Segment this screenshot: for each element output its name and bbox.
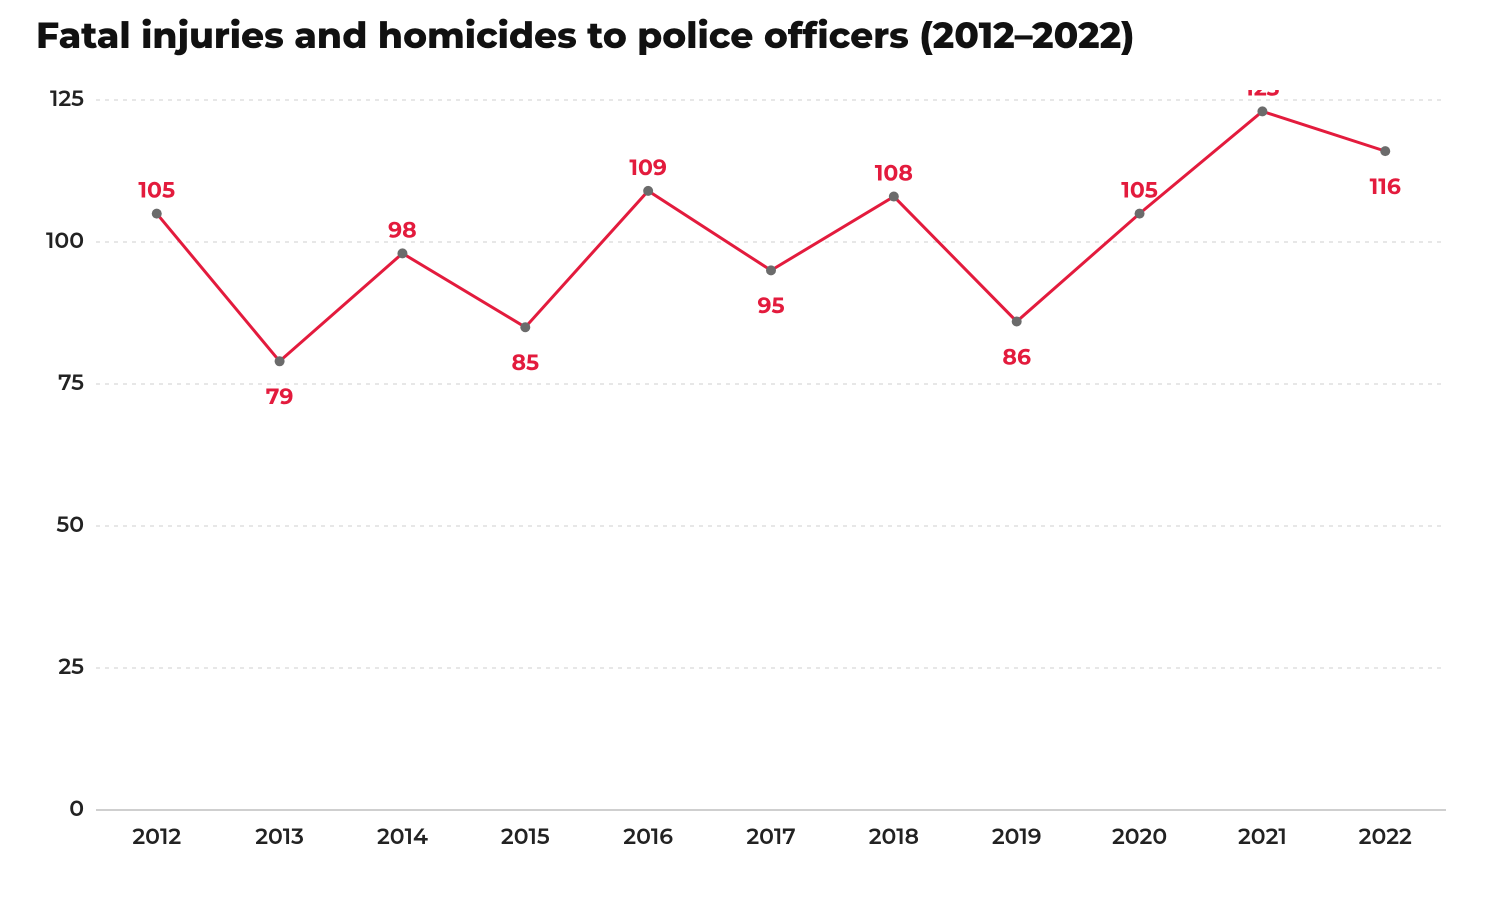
chart-title: Fatal injuries and homicides to police o…: [36, 14, 1134, 58]
plot-background: [36, 90, 1456, 870]
data-point: [1135, 209, 1145, 219]
x-tick-label: 2018: [869, 823, 919, 850]
x-tick-label: 2022: [1359, 823, 1412, 850]
data-point: [1257, 106, 1267, 116]
x-tick-label: 2016: [623, 823, 673, 850]
data-label: 79: [266, 383, 294, 410]
data-point: [520, 322, 530, 332]
data-label: 105: [138, 177, 175, 204]
data-label: 95: [757, 292, 784, 319]
y-tick-label: 0: [69, 795, 84, 822]
data-point: [275, 356, 285, 366]
data-point: [397, 248, 407, 258]
x-tick-label: 2013: [255, 823, 304, 850]
y-tick-label: 75: [58, 369, 84, 396]
chart-container: Fatal injuries and homicides to police o…: [0, 0, 1500, 899]
line-chart: 0 25 50 75 100 125 2012 2013 2014 2015 2016 2017 201…: [36, 90, 1456, 870]
y-tick-label: 25: [58, 653, 84, 680]
data-point: [643, 186, 653, 196]
x-tick-label: 2021: [1238, 823, 1287, 850]
data-label: 116: [1370, 173, 1401, 200]
data-label: 98: [388, 216, 417, 243]
data-label: 108: [875, 160, 913, 187]
x-tick-label: 2014: [377, 823, 428, 850]
data-point: [152, 209, 162, 219]
x-tick-label: 2012: [132, 823, 181, 850]
data-point: [889, 192, 899, 202]
data-point: [1012, 317, 1022, 327]
x-tick-label: 2015: [501, 823, 550, 850]
y-tick-label: 100: [46, 227, 84, 254]
data-point: [1380, 146, 1390, 156]
y-tick-label: 50: [56, 511, 84, 538]
data-label: 105: [1121, 177, 1158, 204]
data-label: 123: [1245, 90, 1280, 101]
x-tick-label: 2017: [746, 823, 795, 850]
y-tick-label: 125: [50, 90, 84, 112]
x-tick-label: 2019: [992, 823, 1042, 850]
data-label: 86: [1002, 343, 1031, 370]
data-label: 85: [511, 349, 539, 376]
data-label: 109: [629, 154, 667, 181]
x-tick-label: 2020: [1112, 823, 1167, 850]
data-point: [766, 265, 776, 275]
